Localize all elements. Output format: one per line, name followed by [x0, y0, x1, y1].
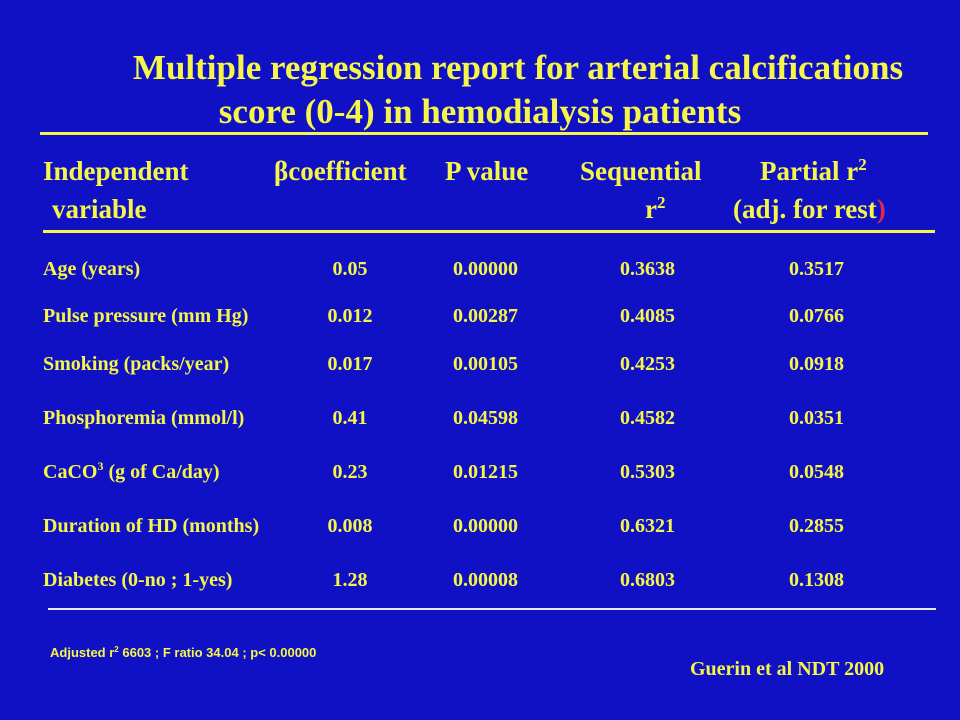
row-beta: 1.28 [332, 569, 368, 591]
header-partial-r2: Partial r2 [760, 155, 867, 186]
row-beta: 0.012 [327, 305, 373, 327]
table-row: Age (years) 0.05 0.00000 0.3638 0.3517 [0, 255, 960, 283]
row-partial-r2: 0.0548 [789, 461, 844, 483]
header-beta-coefficient: βcoefficient [274, 156, 407, 186]
row-variable: Duration of HD (months) [43, 515, 260, 537]
row-sequential-r2: 0.5303 [620, 461, 675, 483]
row-p-value: 0.04598 [453, 407, 518, 429]
table-row: Smoking (packs/year) 0.017 0.00105 0.425… [0, 350, 960, 378]
header-independent: Independent [43, 156, 189, 186]
row-partial-r2: 0.3517 [789, 258, 844, 280]
row-p-value: 0.00000 [453, 515, 518, 537]
header-sequential-r2: r2 [645, 193, 666, 224]
row-p-value: 0.00287 [453, 305, 518, 327]
coefficient-label: coefficient [288, 156, 407, 186]
row-beta: 0.017 [327, 353, 373, 375]
row-sequential-r2: 0.6321 [620, 515, 675, 537]
row-partial-r2: 0.2855 [789, 515, 844, 537]
table-row: CaCO3 (g of Ca/day) 0.23 0.01215 0.5303 … [0, 458, 960, 486]
header-variable: variable [52, 194, 147, 224]
table-row: Phosphoremia (mmol/l) 0.41 0.04598 0.458… [0, 404, 960, 432]
row-beta: 0.41 [332, 407, 368, 429]
row-variable: Diabetes (0-no ; 1-yes) [43, 569, 233, 591]
row-partial-r2: 0.0351 [789, 407, 844, 429]
row-p-value: 0.00000 [453, 258, 518, 280]
row-partial-r2: 0.0766 [789, 305, 844, 327]
citation: Guerin et al NDT 2000 [690, 658, 885, 680]
row-variable: Age (years) [43, 258, 141, 280]
row-variable: CaCO3 (g of Ca/day) [43, 459, 220, 483]
slide-title-line-2: score (0-4) in hemodialysis patients [218, 92, 742, 131]
row-variable: Pulse pressure (mm Hg) [43, 305, 249, 327]
row-partial-r2: 0.0918 [789, 353, 844, 375]
row-partial-r2: 0.1308 [789, 569, 844, 591]
title-underline [40, 132, 928, 135]
table-row: Pulse pressure (mm Hg) 0.012 0.00287 0.4… [0, 302, 960, 330]
row-p-value: 0.00105 [453, 353, 518, 375]
table-row: Diabetes (0-no ; 1-yes) 1.28 0.00008 0.6… [0, 566, 960, 594]
model-summary-footnote: Adjusted r2 6603 ; F ratio 34.04 ; p< 0.… [50, 645, 317, 660]
row-p-value: 0.00008 [453, 569, 518, 591]
table-row: Duration of HD (months) 0.008 0.00000 0.… [0, 512, 960, 540]
row-sequential-r2: 0.4085 [620, 305, 675, 327]
header-underline [43, 230, 935, 233]
row-sequential-r2: 0.4253 [620, 353, 675, 375]
header-adj-for-rest: (adj. for rest) [733, 194, 886, 224]
table-bottom-rule [48, 608, 936, 610]
row-variable: Smoking (packs/year) [43, 353, 230, 375]
row-sequential-r2: 0.4582 [620, 407, 675, 429]
row-beta: 0.05 [332, 258, 368, 280]
header-sequential: Sequential [580, 156, 702, 186]
slide-title-line-1: Multiple regression report for arterial … [132, 48, 904, 87]
header-p-value: P value [445, 156, 529, 186]
beta-symbol: β [274, 156, 289, 186]
row-p-value: 0.01215 [453, 461, 518, 483]
row-sequential-r2: 0.6803 [620, 569, 675, 591]
row-sequential-r2: 0.3638 [620, 258, 675, 280]
row-beta: 0.23 [332, 461, 368, 483]
row-beta: 0.008 [327, 515, 373, 537]
row-variable: Phosphoremia (mmol/l) [43, 407, 245, 429]
